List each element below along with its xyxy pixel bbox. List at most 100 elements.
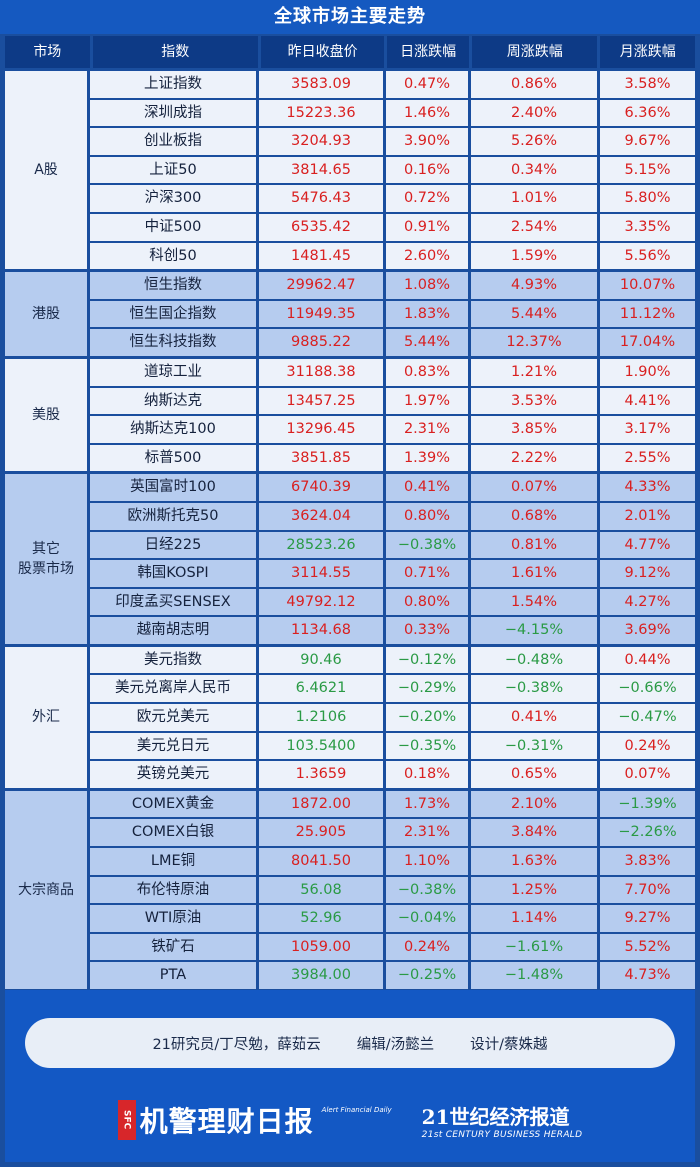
alert-financial-daily-logo: SFC 机警理财日报 Alert Financial Daily [117,1100,392,1140]
week-change: −1.61% [471,933,597,961]
header-week-change: 周涨跌幅 [471,36,598,68]
close-value: 6.4621 [259,675,383,703]
week-change: 1.59% [471,242,597,270]
month-change: 4.41% [600,387,695,415]
index-name: 韩国KOSPI [90,560,256,587]
table-row: 美元兑离岸人民币 6.4621 −0.29% −0.38% −0.66% [90,675,695,703]
table-row: WTI原油 52.96 −0.04% 1.14% 9.27% [90,905,695,932]
day-change: 0.18% [386,761,468,788]
table-row: 韩国KOSPI 3114.55 0.71% 1.61% 9.12% [90,560,695,587]
week-change: −4.15% [471,617,597,644]
day-change: 0.47% [386,71,468,98]
index-name: 中证500 [90,213,256,241]
close-value: 9885.22 [259,329,383,356]
index-name: LME铜 [90,848,256,875]
credit-editor: 编辑/汤懿兰 [356,1036,435,1053]
day-change: 1.10% [386,848,468,875]
week-change: 2.40% [471,99,597,127]
week-change: 0.34% [471,156,597,184]
day-change: 0.41% [386,474,468,501]
market-group: A股 上证指数 3583.09 0.47% 0.86% 3.58% 深圳成指 15223.36… [5,71,695,270]
month-change: 4.33% [600,474,695,501]
day-change: 0.80% [386,588,468,616]
table-row: 纳斯达克100 13296.45 2.31% 3.85% 3.17% [90,416,695,443]
day-change: −0.04% [386,905,468,932]
table-row: 恒生科技指数 9885.22 5.44% 12.37% 17.04% [90,329,695,356]
table-row: PTA 3984.00 −0.25% −1.48% 4.73% [90,962,695,989]
header-close: 昨日收盘价 [260,36,385,68]
month-change: 5.80% [600,185,695,212]
day-change: 1.73% [386,790,468,818]
market-group: 美股 道琼工业 31188.38 0.83% 1.21% 1.90% 纳斯达克 13457.2… [5,358,695,472]
day-change: 0.16% [386,156,468,184]
header-day-change: 日涨跌幅 [387,36,469,68]
close-value: 3624.04 [259,502,383,530]
close-value: 90.46 [259,646,383,674]
day-change: −0.25% [386,962,468,989]
market-label: 大宗商品 [5,790,87,989]
week-change: 1.63% [471,848,597,875]
week-change: 0.65% [471,761,597,788]
week-change: 5.44% [471,300,597,328]
day-change: 2.60% [386,242,468,270]
index-name: 标普500 [90,444,256,472]
index-name: 铁矿石 [90,933,256,961]
table-row: 纳斯达克 13457.25 1.97% 3.53% 4.41% [90,387,695,415]
day-change: 1.39% [386,444,468,472]
month-change: 5.15% [600,156,695,184]
market-group: 大宗商品 COMEX黄金 1872.00 1.73% 2.10% −1.39% COMEX白… [5,790,695,989]
day-change: −0.20% [386,704,468,731]
index-name: 深圳成指 [90,99,256,127]
month-change: 0.07% [600,761,695,788]
week-change: 4.93% [471,272,597,299]
month-change: 9.67% [600,128,695,155]
month-change: 0.44% [600,646,695,674]
table-row: 上证50 3814.65 0.16% 0.34% 5.15% [90,156,695,184]
index-name: 美元兑离岸人民币 [90,675,256,703]
table-row: 日经225 28523.26 −0.38% 0.81% 4.77% [90,531,695,559]
index-name: 印度孟买SENSEX [90,588,256,616]
index-name: 上证指数 [90,71,256,98]
table-row: 欧元兑美元 1.2106 −0.20% 0.41% −0.47% [90,704,695,731]
week-change: 3.84% [471,819,597,847]
table-row: 欧洲斯托克50 3624.04 0.80% 0.68% 2.01% [90,502,695,530]
logo1-name: 机警理财日报 [139,1105,314,1138]
month-change: 11.12% [600,300,695,328]
table-row: COMEX黄金 1872.00 1.73% 2.10% −1.39% [90,790,695,818]
week-change: 1.21% [471,358,597,386]
week-change: −0.38% [471,675,597,703]
week-change: 2.22% [471,444,597,472]
table-row: 英镑兑美元 1.3659 0.18% 0.65% 0.07% [90,761,695,788]
week-change: −0.48% [471,646,597,674]
market-group: 外汇 美元指数 90.46 −0.12% −0.48% 0.44% 美元兑离岸人民币 6.46… [5,646,695,788]
sfc-badge: SFC [117,1100,136,1140]
week-change: 0.81% [471,531,597,559]
market-table: 市场 指数 昨日收盘价 日涨跌幅 周涨跌幅 月涨跌幅 A股 上证指数 3583.09… [5,36,695,989]
week-change: 2.10% [471,790,597,818]
logo2-english: 21st CENTURY BUSINESS HERALD [421,1129,583,1140]
index-name: 沪深300 [90,185,256,212]
month-change: 3.83% [600,848,695,875]
close-value: 5476.43 [259,185,383,212]
credit-researcher: 21研究员/丁尽勉，薛茹云 [152,1036,321,1053]
close-value: 1481.45 [259,242,383,270]
table-header: 市场 指数 昨日收盘价 日涨跌幅 周涨跌幅 月涨跌幅 [5,36,695,68]
day-change: 0.80% [386,502,468,530]
index-name: 恒生科技指数 [90,329,256,356]
month-change: 6.36% [600,99,695,127]
day-change: 1.83% [386,300,468,328]
week-change: −1.48% [471,962,597,989]
week-change: 12.37% [471,329,597,356]
week-change: 0.86% [471,71,597,98]
table-row: 标普500 3851.85 1.39% 2.22% 2.55% [90,444,695,472]
close-value: 28523.26 [259,531,383,559]
index-name: 布伦特原油 [90,876,256,904]
month-change: 1.90% [600,358,695,386]
index-name: 纳斯达克 [90,387,256,415]
month-change: 3.69% [600,617,695,644]
close-value: 25.905 [259,819,383,847]
week-change: 1.61% [471,560,597,587]
index-name: 纳斯达克100 [90,416,256,443]
close-value: 29962.47 [259,272,383,299]
